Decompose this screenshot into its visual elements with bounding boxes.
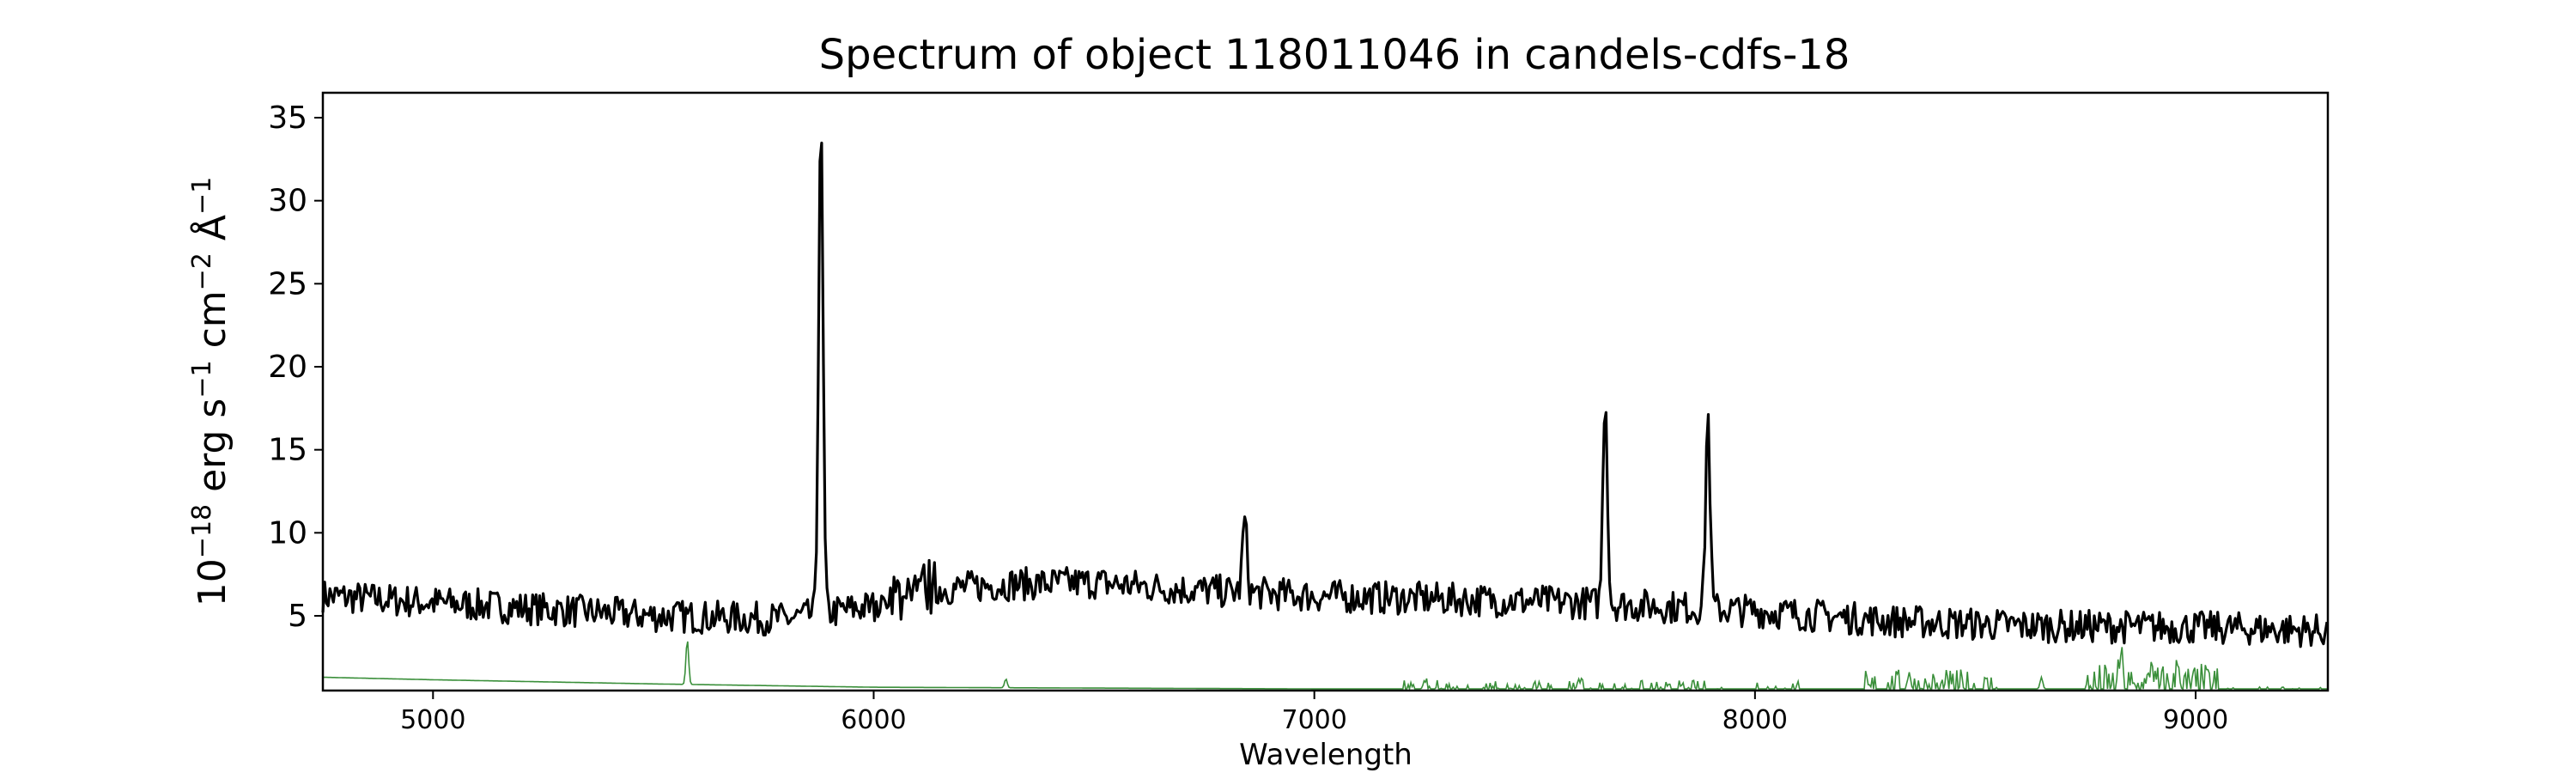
y-tick-label: 30 <box>268 184 307 219</box>
y-label-cm: cm <box>191 290 234 360</box>
plot-frame <box>321 91 2330 692</box>
y-label-exp-4: −1 <box>187 177 217 215</box>
y-tick-label: 25 <box>268 266 307 301</box>
y-tick-label: 20 <box>268 350 307 385</box>
y-label-base: 10 <box>191 558 234 606</box>
y-tick-label: 15 <box>268 433 307 468</box>
sky-line <box>322 641 2327 692</box>
x-tick-label: 6000 <box>841 705 906 735</box>
chart-title: Spectrum of object 118011046 in candels-… <box>819 31 1850 79</box>
sky-spectrum <box>322 641 2327 692</box>
y-axis: 5 10 15 20 25 30 35 <box>268 100 323 634</box>
y-label-exp-1: −18 <box>187 504 217 558</box>
y-tick-label: 5 <box>288 599 307 634</box>
x-tick-label: 9000 <box>2163 705 2228 735</box>
y-tick-label: 35 <box>268 100 307 136</box>
x-axis-label: Wavelength <box>1239 738 1413 772</box>
x-tick-label: 5000 <box>400 705 465 735</box>
flux-spectrum <box>321 141 2329 648</box>
x-tick-label: 8000 <box>1722 705 1788 735</box>
x-axis: 5000 6000 7000 8000 9000 <box>400 691 2228 735</box>
y-label-exp-2: −1 <box>187 360 217 398</box>
y-tick-label: 10 <box>268 515 307 551</box>
y-label-exp-3: −2 <box>187 253 217 290</box>
y-label-erg-s: erg s <box>191 399 234 504</box>
flux-line <box>321 141 2329 648</box>
y-axis-label: 10−18 erg s−1 cm−2 Å−1 <box>187 177 235 606</box>
x-tick-label: 7000 <box>1281 705 1346 735</box>
y-label-angstrom: Å <box>189 215 234 253</box>
